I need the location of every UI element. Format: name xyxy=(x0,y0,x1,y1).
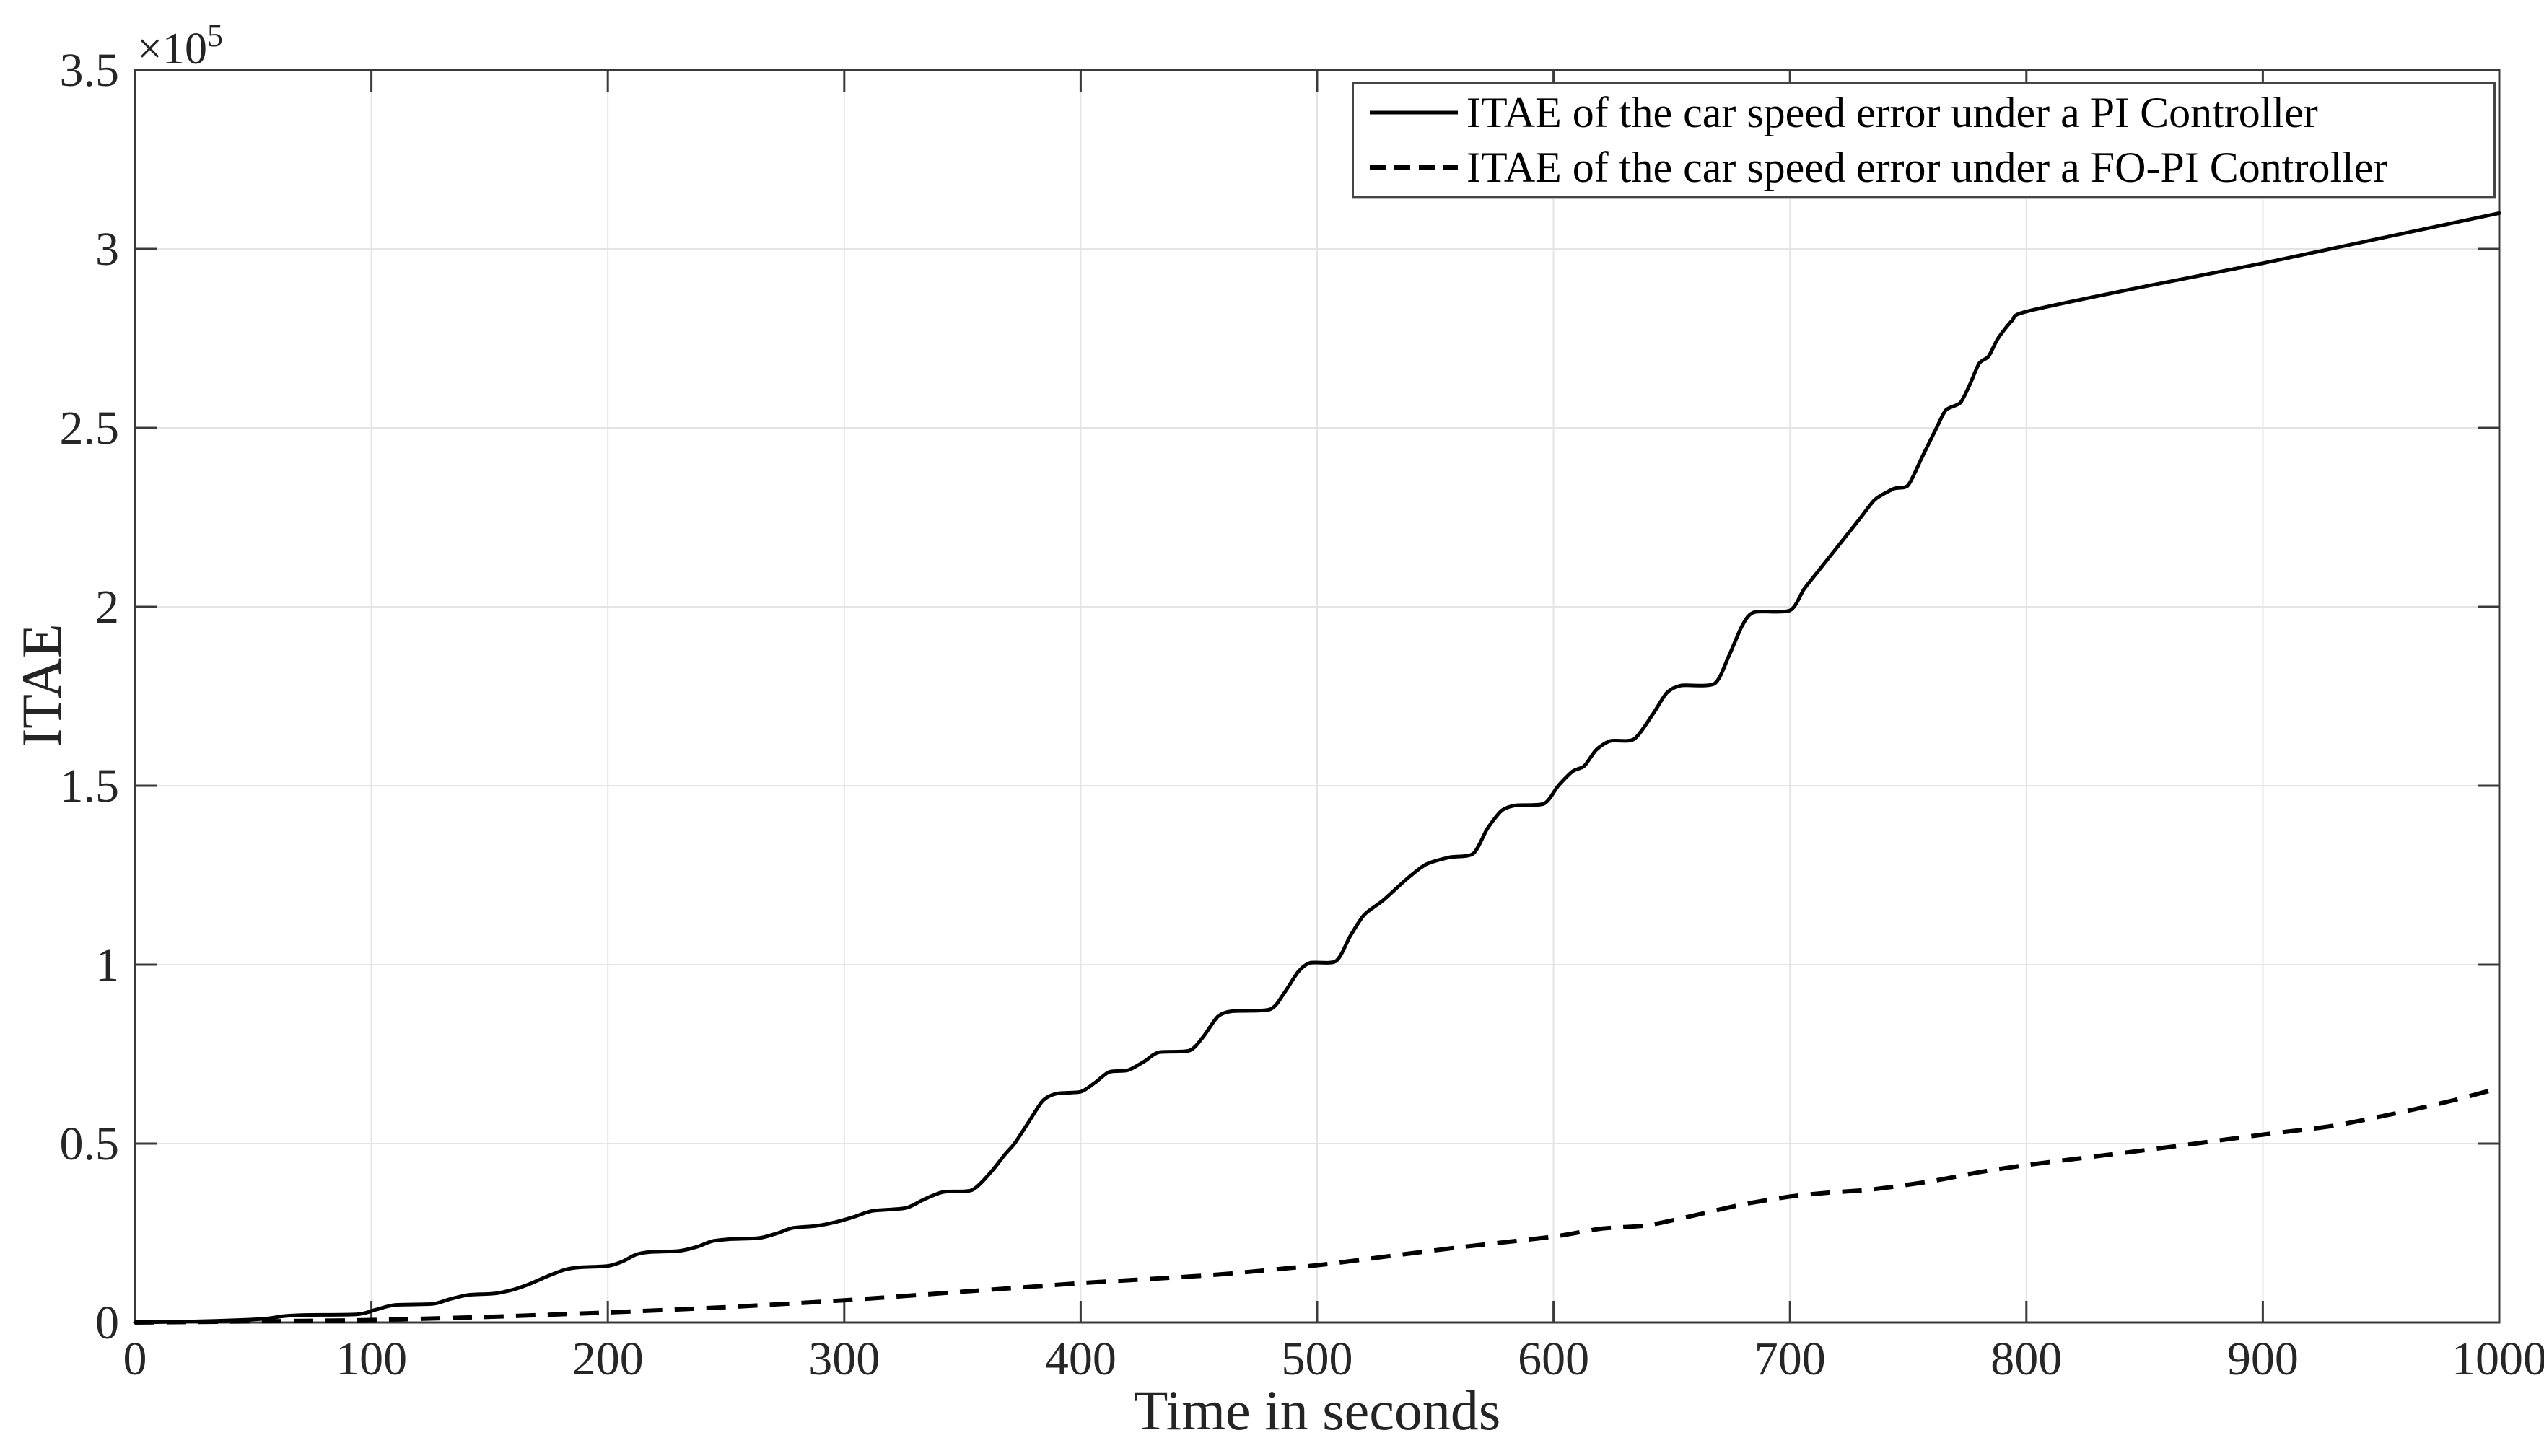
axes-box xyxy=(134,69,2501,1324)
y-tick-label-250000: 2.5 xyxy=(60,402,120,455)
x-tick-label-200: 200 xyxy=(572,1333,644,1385)
x-tick-label-800: 800 xyxy=(1990,1333,2062,1385)
x-tick-label-300: 300 xyxy=(808,1333,880,1385)
exponent-power: 5 xyxy=(206,18,223,53)
pi-series-line xyxy=(133,211,2501,1325)
x-tick-label-900: 900 xyxy=(2227,1333,2299,1385)
legend-label-pi: ITAE of the car speed error under a PI C… xyxy=(1466,88,2318,136)
legend-label-fo-pi: ITAE of the car speed error under a FO-P… xyxy=(1466,143,2388,191)
y-tick-label-200000: 2 xyxy=(95,581,119,633)
fo-pi-dashed-line-sample-icon xyxy=(1370,165,1458,170)
x-tick-label-400: 400 xyxy=(1045,1333,1116,1385)
x-tick-label-1000: 1000 xyxy=(2452,1333,2544,1385)
x-tick-label-500: 500 xyxy=(1282,1333,1353,1385)
y-tick-label-300000: 3 xyxy=(95,223,119,276)
y-tick-label-100000: 1 xyxy=(95,939,119,991)
y-tick-label-0: 0 xyxy=(95,1297,119,1349)
legend-entry-pi: ITAE of the car speed error under a PI C… xyxy=(1370,89,2479,136)
x-tick-label-600: 600 xyxy=(1518,1333,1589,1385)
grid-layer xyxy=(135,70,2499,1323)
x-tick-label-0: 0 xyxy=(123,1333,147,1385)
fo-pi-series-line xyxy=(134,1086,2500,1325)
x-tick-label-700: 700 xyxy=(1754,1333,1826,1385)
pi-solid-line-sample-icon xyxy=(1370,110,1458,115)
y-axis-title: ITAE xyxy=(10,623,73,747)
y-tick-label-150000: 1.5 xyxy=(60,760,120,812)
legend-entry-fo-pi: ITAE of the car speed error under a FO-P… xyxy=(1370,144,2479,191)
y-axis-exponent-label: ×105 xyxy=(137,17,223,75)
x-axis-title: Time in seconds xyxy=(1133,1379,1501,1442)
y-tick-label-50000: 0.5 xyxy=(60,1118,120,1170)
tick-label-layer: 0 100 200 300 400 500 600 700 800 900 1000 0 0.5 1 1.5… xyxy=(60,44,2544,1385)
legend-box: ITAE of the car speed error under a PI C… xyxy=(1352,82,2496,198)
y-tick-label-350000: 3.5 xyxy=(60,44,120,97)
x-tick-label-100: 100 xyxy=(336,1333,407,1385)
exponent-multiplier: ×10 xyxy=(137,25,207,74)
